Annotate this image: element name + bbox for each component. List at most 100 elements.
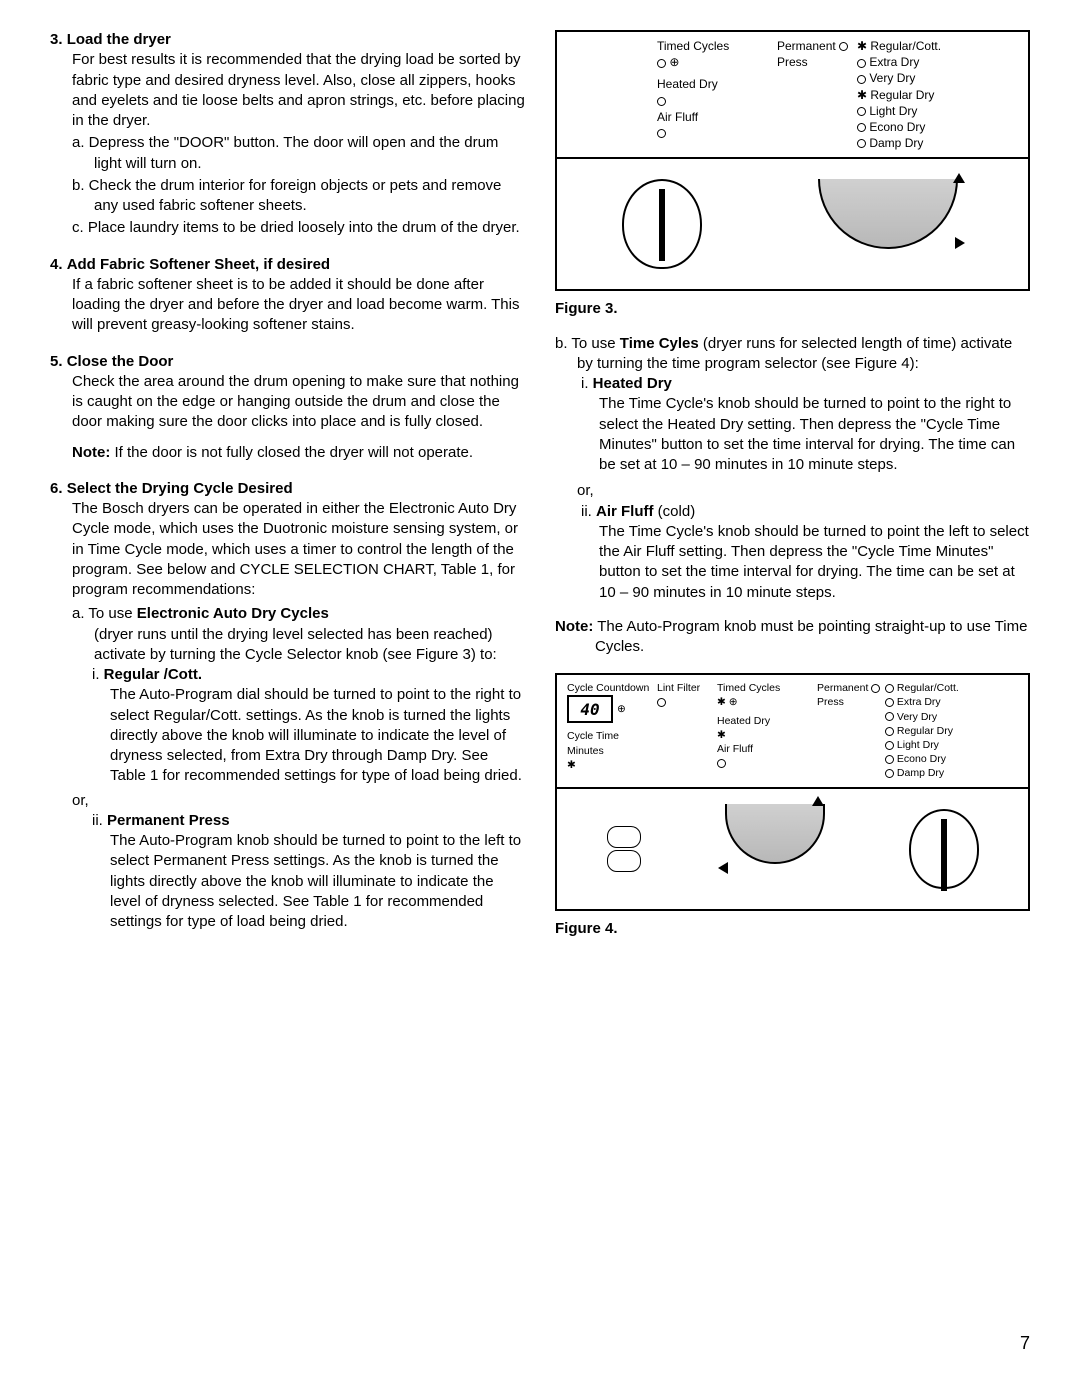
left-column: 3. Load the dryer For best results it is…: [50, 30, 525, 953]
num-4: 4.: [50, 256, 63, 273]
a-head: Electronic Auto Dry Cycles: [137, 605, 329, 622]
circle-icon: [857, 59, 866, 68]
i-head: Regular /Cott.: [104, 666, 202, 683]
s3-b: b. Check the drum interior for foreign o…: [72, 176, 525, 217]
figure-4-caption: Figure 4.: [555, 919, 1030, 939]
circle-icon: [885, 684, 894, 693]
circle-icon: [885, 755, 894, 764]
display-icon: 40: [567, 695, 613, 723]
circle-icon: [857, 75, 866, 84]
ri-head: Heated Dry: [593, 375, 672, 392]
a-use: To use: [88, 605, 136, 622]
circle-icon: [657, 97, 666, 106]
head-6: Select the Drying Cycle Desired: [67, 480, 293, 497]
circle-icon: [885, 727, 894, 736]
section-4: 4. Add Fabric Softener Sheet, if desired…: [50, 255, 525, 336]
fig4-lf: Lint Filter: [657, 681, 717, 695]
s3-c: c. Place laundry items to be dried loose…: [72, 218, 525, 238]
opt: Very Dry: [897, 711, 937, 723]
circle-icon: [839, 42, 848, 51]
fig4-press: Press: [817, 695, 885, 709]
figure-3-panel: Timed Cycles ⊕ Heated Dry Air Fluff Perm…: [555, 30, 1030, 291]
rnote-label: Note:: [555, 618, 593, 635]
knob-icon: [622, 179, 702, 269]
opt: Extra Dry: [897, 696, 941, 708]
section-3: 3. Load the dryer For best results it is…: [50, 30, 525, 239]
ii-num: ii.: [92, 812, 103, 829]
rii-cold: (cold): [654, 503, 696, 520]
right-column: Timed Cycles ⊕ Heated Dry Air Fluff Perm…: [555, 30, 1030, 953]
fig3-press: Press: [777, 54, 857, 70]
right-i: i. Heated Dry The Time Cycle's knob shou…: [577, 374, 1030, 475]
fig3-heated: Heated Dry: [657, 76, 777, 92]
num-5: 5.: [50, 353, 63, 370]
circle-icon: [657, 698, 666, 707]
b-use: To use: [571, 335, 619, 352]
rii-num: ii.: [581, 503, 592, 520]
opt: Econo Dry: [897, 753, 946, 765]
s4-body: If a fabric softener sheet is to be adde…: [72, 275, 525, 336]
num-6: 6.: [50, 480, 63, 497]
opt: Regular Dry: [897, 725, 953, 737]
circle-icon: [657, 59, 666, 68]
circle-icon: [717, 759, 726, 768]
fig4-air: Air Fluff: [717, 742, 817, 756]
right-or: or,: [577, 481, 1030, 501]
circle-icon: [857, 107, 866, 116]
figure-4-panel: Cycle Countdown 40⊕ Cycle Time Minutes ✱…: [555, 673, 1030, 910]
fig4-perm: Permanent: [817, 682, 868, 694]
opt: Light Dry: [869, 104, 917, 118]
right-ii: ii. Air Fluff (cold) The Time Cycle's kn…: [577, 502, 1030, 603]
i-num: i.: [92, 666, 100, 683]
figure-3-caption: Figure 3.: [555, 299, 1030, 319]
page-number: 7: [1020, 1331, 1030, 1355]
opt: Econo Dry: [869, 120, 925, 134]
ii-body: The Auto-Program knob should be turned t…: [110, 831, 525, 932]
fig4-cc: Cycle Countdown: [567, 681, 657, 695]
a-num: a.: [72, 605, 85, 622]
rii-body: The Time Cycle's knob should be turned t…: [599, 522, 1030, 603]
fig4-reg: Regular/Cott.: [897, 682, 959, 694]
ii-head: Permanent Press: [107, 812, 230, 829]
arrow-diagram-icon: [720, 804, 830, 894]
s6-a: a. To use Electronic Auto Dry Cycles: [72, 604, 525, 624]
opt: Damp Dry: [897, 767, 944, 779]
fig3-perm: Permanent: [777, 39, 836, 53]
right-b: b. To use Time Cyles (dryer runs for sel…: [555, 334, 1030, 603]
circle-icon: [657, 129, 666, 138]
rii-head: Air Fluff: [596, 503, 654, 520]
s6-body: The Bosch dryers can be operated in eith…: [72, 499, 525, 600]
fig3-timed: Timed Cycles: [657, 39, 729, 53]
s6-i: i. Regular /Cott. The Auto-Program dial …: [72, 665, 525, 787]
opt: Damp Dry: [869, 136, 923, 150]
rnote-text: The Auto-Program knob must be pointing s…: [595, 618, 1027, 655]
head-5: Close the Door: [67, 353, 174, 370]
arrow-diagram-icon: [813, 179, 963, 269]
circle-icon: [885, 698, 894, 707]
opt: Extra Dry: [869, 55, 919, 69]
fig4-ctm2: Minutes: [567, 744, 657, 758]
opt: Very Dry: [869, 71, 915, 85]
button-stack-icon: [607, 824, 641, 874]
s6-a-body: (dryer runs until the drying level selec…: [72, 625, 525, 666]
head-3: Load the dryer: [67, 31, 171, 48]
circle-icon: [885, 712, 894, 721]
circle-icon: [885, 769, 894, 778]
s5-note: Note: If the door is not fully closed th…: [72, 443, 525, 463]
circle-icon: [857, 139, 866, 148]
s3-body: For best results it is recommended that …: [72, 50, 525, 131]
section-5: 5. Close the Door Check the area around …: [50, 352, 525, 463]
s5-body: Check the area around the drum opening t…: [72, 372, 525, 433]
fig4-heated: Heated Dry: [717, 714, 817, 728]
section-6: 6. Select the Drying Cycle Desired The B…: [50, 479, 525, 933]
s3-a: a. Depress the "DOOR" button. The door w…: [72, 133, 525, 174]
b-head: Time Cyles: [620, 335, 699, 352]
knob-icon: [909, 809, 979, 889]
ri-num: i.: [581, 375, 589, 392]
head-4: Add Fabric Softener Sheet, if desired: [67, 256, 330, 273]
note-label: Note:: [72, 444, 110, 461]
fig4-ctm: Cycle Time: [567, 729, 657, 743]
right-note: Note: The Auto-Program knob must be poin…: [555, 617, 1030, 658]
fig4-timed: Timed Cycles: [717, 682, 780, 694]
fig3-air: Air Fluff: [657, 109, 777, 125]
